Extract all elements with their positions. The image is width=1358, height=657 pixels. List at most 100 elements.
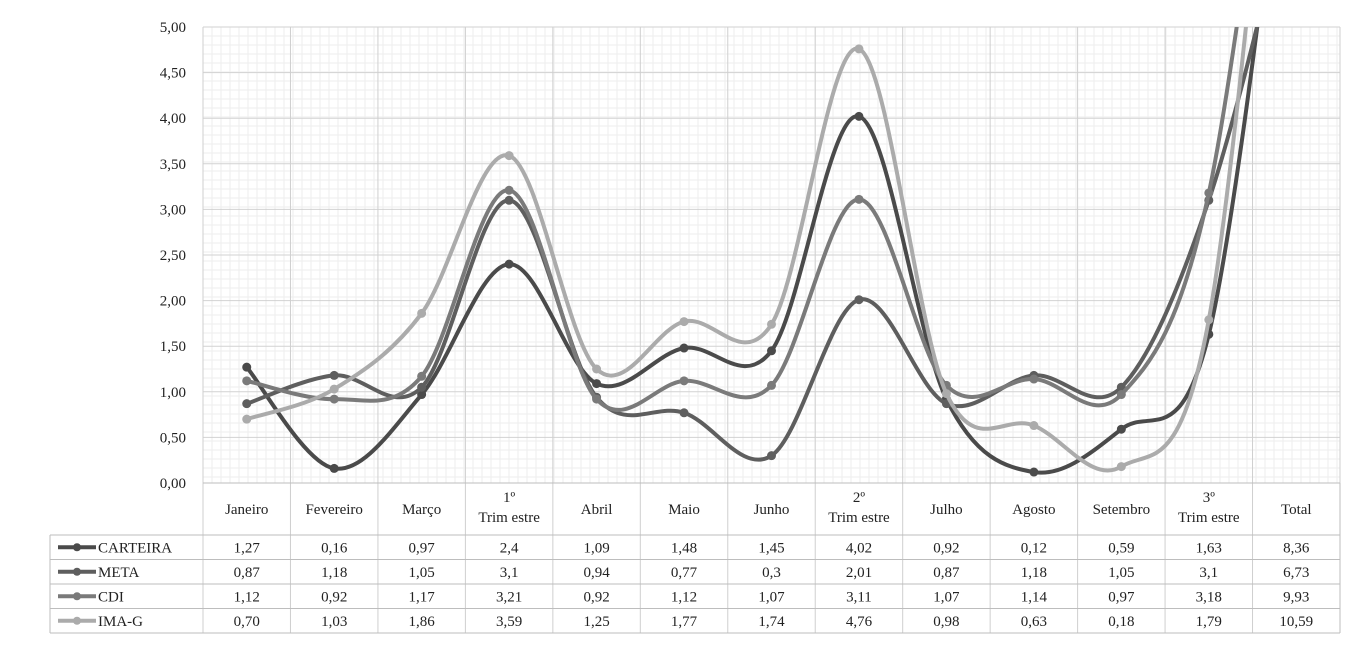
table-cell: 1,27 bbox=[234, 540, 261, 556]
data-point-cdi bbox=[329, 394, 339, 404]
table-cell: 1,45 bbox=[758, 540, 784, 556]
table-cell: 9,93 bbox=[1283, 589, 1309, 605]
data-point-meta bbox=[679, 408, 689, 418]
data-point-ima-g bbox=[329, 384, 339, 394]
legend-label: CARTEIRA bbox=[98, 540, 172, 556]
series-line-ima-g bbox=[246, 27, 1248, 473]
table-cell: 1,25 bbox=[583, 614, 609, 630]
series-lines bbox=[242, 27, 1260, 477]
data-point-carteira bbox=[504, 259, 514, 269]
category-label: Agosto bbox=[1012, 502, 1055, 518]
table-cell: 0,97 bbox=[1108, 589, 1135, 605]
table-cell: 3,11 bbox=[846, 589, 872, 605]
table-cell: 0,12 bbox=[1021, 540, 1047, 556]
category-label: Março bbox=[402, 502, 441, 518]
table-cell: 2,01 bbox=[846, 565, 872, 581]
legend-label: CDI bbox=[98, 589, 124, 605]
table-cell: 0,63 bbox=[1021, 614, 1047, 630]
table-cell: 8,36 bbox=[1283, 540, 1310, 556]
data-point-carteira bbox=[679, 343, 689, 353]
table-cell: 2,4 bbox=[500, 540, 519, 556]
table-cell: 6,73 bbox=[1283, 565, 1309, 581]
data-point-carteira bbox=[1116, 424, 1126, 434]
data-point-carteira bbox=[592, 379, 602, 389]
table-cell: 3,1 bbox=[1199, 565, 1218, 581]
legend-label: IMA-G bbox=[98, 614, 143, 630]
table-cell: 1,74 bbox=[758, 614, 785, 630]
y-tick-label: 0,00 bbox=[160, 476, 186, 492]
data-point-carteira bbox=[417, 390, 427, 400]
data-point-ima-g bbox=[417, 308, 427, 318]
data-point-cdi bbox=[767, 380, 776, 390]
table-cell: 1,17 bbox=[409, 589, 436, 605]
data-point-ima-g bbox=[854, 44, 864, 54]
data-point-cdi bbox=[504, 185, 514, 195]
category-label: Junho bbox=[754, 502, 790, 518]
table-cell: 0,98 bbox=[933, 614, 959, 630]
table-cell: 0,97 bbox=[409, 540, 436, 556]
data-point-cdi bbox=[1029, 374, 1039, 384]
category-label: Abril bbox=[581, 502, 613, 518]
table-cell: 3,59 bbox=[496, 614, 522, 630]
table-cell: 1,79 bbox=[1196, 614, 1222, 630]
table-cell: 4,76 bbox=[846, 614, 873, 630]
table-cell: 1,18 bbox=[321, 565, 347, 581]
table-cell: 1,09 bbox=[583, 540, 609, 556]
legend-marker-carteira bbox=[73, 543, 81, 552]
data-point-carteira bbox=[242, 362, 252, 372]
table-cell: 0,92 bbox=[321, 589, 347, 605]
data-point-ima-g bbox=[592, 364, 602, 374]
category-label: Total bbox=[1281, 502, 1312, 518]
table-cell: 10,59 bbox=[1279, 614, 1313, 630]
table-cell: 0,77 bbox=[671, 565, 698, 581]
data-point-cdi bbox=[417, 371, 427, 381]
data-point-meta bbox=[242, 399, 252, 409]
data-point-meta bbox=[767, 451, 776, 461]
data-point-carteira bbox=[1029, 467, 1039, 477]
data-point-ima-g bbox=[1029, 421, 1039, 431]
data-point-meta bbox=[329, 370, 339, 380]
legend-label: META bbox=[98, 565, 139, 581]
table-cell: 4,02 bbox=[846, 540, 872, 556]
y-tick-label: 3,00 bbox=[160, 202, 186, 218]
category-label: Maio bbox=[668, 502, 700, 518]
y-tick-label: 3,50 bbox=[160, 157, 186, 173]
table-cell: 0,3 bbox=[762, 565, 781, 581]
table-cell: 0,18 bbox=[1108, 614, 1134, 630]
data-point-meta bbox=[854, 295, 864, 305]
table-cell: 3,21 bbox=[496, 589, 522, 605]
table-cell: 1,12 bbox=[671, 589, 697, 605]
data-point-carteira bbox=[854, 111, 864, 121]
category-label: 3º Trim estre bbox=[1178, 490, 1240, 526]
y-axis: 0,00 0,50 1,00 1,50 2,00 2,50 3,00 3,50 4,00 4,50… bbox=[160, 20, 186, 492]
legend-marker-ima-g bbox=[73, 616, 81, 625]
series-line-carteira bbox=[245, 27, 1260, 475]
category-label: Fevereiro bbox=[305, 502, 362, 518]
table-cell: 1,05 bbox=[409, 565, 435, 581]
category-label: Janeiro bbox=[225, 502, 268, 518]
y-tick-label: 1,00 bbox=[160, 385, 186, 401]
table-cell: 1,77 bbox=[671, 614, 698, 630]
table-cell: 0,92 bbox=[583, 589, 609, 605]
data-point-cdi bbox=[242, 376, 252, 386]
legend-marker-cdi bbox=[73, 592, 81, 601]
data-point-ima-g bbox=[941, 389, 951, 399]
table-cell: 1,03 bbox=[321, 614, 347, 630]
data-point-cdi bbox=[679, 376, 689, 386]
category-label: 1º Trim estre bbox=[478, 490, 540, 526]
table-cell: 0,87 bbox=[234, 565, 261, 581]
data-table: Janeiro Fevereiro Março 1º Trim estre Abril Ma… bbox=[49, 482, 1341, 634]
data-point-cdi bbox=[854, 194, 864, 204]
table-cell: 0,92 bbox=[933, 540, 959, 556]
data-point-ima-g bbox=[679, 317, 689, 327]
table-cell: 1,86 bbox=[409, 614, 436, 630]
table-cell: 0,16 bbox=[321, 540, 348, 556]
data-point-ima-g bbox=[767, 319, 776, 329]
y-tick-label: 0,50 bbox=[160, 430, 186, 446]
data-point-ima-g bbox=[1116, 462, 1126, 472]
table-cell: 3,18 bbox=[1196, 589, 1222, 605]
table-cell: 1,07 bbox=[933, 589, 960, 605]
series-line-cdi bbox=[246, 27, 1239, 412]
y-tick-label: 2,00 bbox=[160, 294, 186, 310]
data-point-cdi bbox=[592, 394, 602, 404]
